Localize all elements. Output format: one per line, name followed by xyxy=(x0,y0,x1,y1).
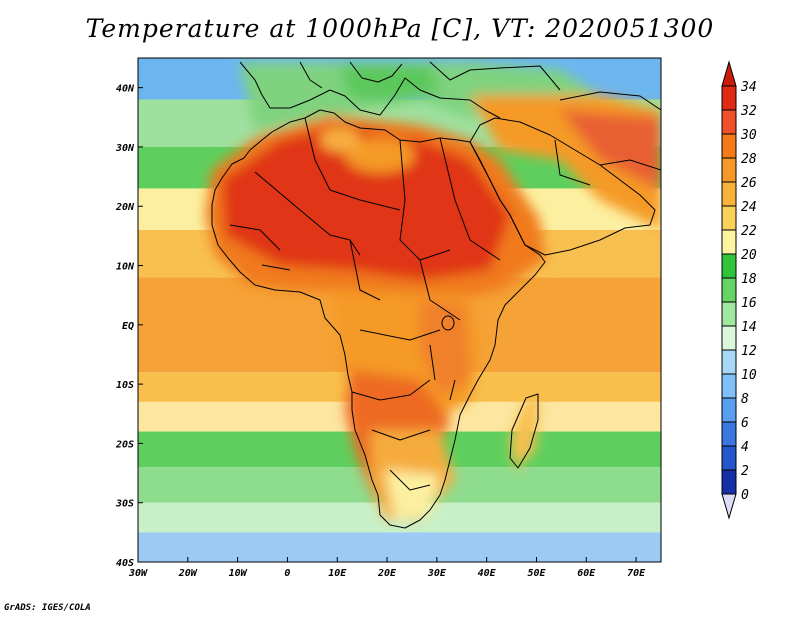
y-tick-label: 30N xyxy=(115,143,135,154)
colorbar-label: 18 xyxy=(741,272,757,287)
colorbar-swatch xyxy=(721,205,737,231)
y-tick-label: 20N xyxy=(115,202,135,213)
y-tick-label: 20S xyxy=(115,439,134,450)
colorbar-swatch xyxy=(721,301,737,327)
colorbar-swatch xyxy=(721,229,737,255)
colorbar-swatch xyxy=(721,109,737,135)
x-tick-label: 60E xyxy=(577,568,596,579)
x-tick-label: 30W xyxy=(128,568,148,579)
land-temperature-field xyxy=(205,62,661,520)
colorbar-swatch xyxy=(721,373,737,399)
colorbar-label: 24 xyxy=(741,200,757,215)
x-tick-label: 10E xyxy=(328,568,347,579)
colorbar-over-triangle xyxy=(721,60,737,87)
colorbar-label: 0 xyxy=(741,488,749,503)
colorbar-label: 32 xyxy=(740,104,757,119)
colorbar-swatch xyxy=(721,157,737,183)
colorbar-swatch xyxy=(721,253,737,279)
colorbar-swatch xyxy=(721,397,737,423)
colorbar-swatch xyxy=(721,445,737,471)
y-tick-label: 10S xyxy=(116,380,134,391)
colorbar-label: 28 xyxy=(741,152,757,167)
colorbar-swatch xyxy=(721,133,737,159)
colorbar-label: 6 xyxy=(741,416,749,431)
x-tick-label: 20E xyxy=(377,568,397,579)
colorbar-label: 20 xyxy=(741,248,757,263)
y-tick-label: EQ xyxy=(122,321,134,332)
x-tick-label: 70E xyxy=(627,568,646,579)
y-tick-label: 10N xyxy=(116,262,135,273)
colorbar-under-triangle xyxy=(721,493,737,520)
colorbar-label: 22 xyxy=(741,224,757,239)
map-title: Temperature at 1000hPa [C], VT: 20200513… xyxy=(85,14,715,43)
y-tick-label: 40S xyxy=(116,558,134,569)
x-tick-label: 10W xyxy=(229,568,248,579)
ocean-band-11 xyxy=(138,532,661,562)
colorbar-swatch xyxy=(721,277,737,303)
colorbar-label: 14 xyxy=(741,320,757,335)
colorbar-swatch xyxy=(721,421,737,447)
colorbar-swatch xyxy=(721,469,737,495)
colorbar-label: 16 xyxy=(741,296,757,311)
colorbar-label: 34 xyxy=(740,80,757,95)
y-tick-label: 30S xyxy=(115,499,134,510)
colorbar-swatch xyxy=(721,325,737,351)
x-tick-label: 50E xyxy=(527,568,546,579)
x-axis: 30W 20W 10W 0 10E 20E 30E 40E 50E 60E 70E xyxy=(128,557,646,579)
colorbar-swatch xyxy=(721,181,737,207)
x-tick-label: 20W xyxy=(178,568,198,579)
colorbar-label: 10 xyxy=(741,368,757,383)
x-tick-label: 40E xyxy=(478,568,497,579)
x-tick-label: 30E xyxy=(427,568,447,579)
colorbar-label: 30 xyxy=(740,128,757,143)
colorbar-label: 2 xyxy=(741,464,749,479)
credit-label: GrADS: IGES/COLA xyxy=(4,603,91,613)
y-axis: 40N 30N 20N 10N EQ 10S 20S 30S 40S xyxy=(115,84,143,569)
colorbar-label: 12 xyxy=(741,344,757,359)
colorbar-swatch xyxy=(721,85,737,111)
colorbar-label: 26 xyxy=(741,176,757,191)
colorbar-label: 8 xyxy=(741,392,749,407)
x-tick-label: 0 xyxy=(284,568,290,579)
colorbar-label: 4 xyxy=(741,440,749,455)
y-tick-label: 40N xyxy=(116,84,135,95)
colorbar-swatch xyxy=(721,349,737,375)
map-frame xyxy=(137,57,662,563)
coastlines xyxy=(211,61,661,529)
